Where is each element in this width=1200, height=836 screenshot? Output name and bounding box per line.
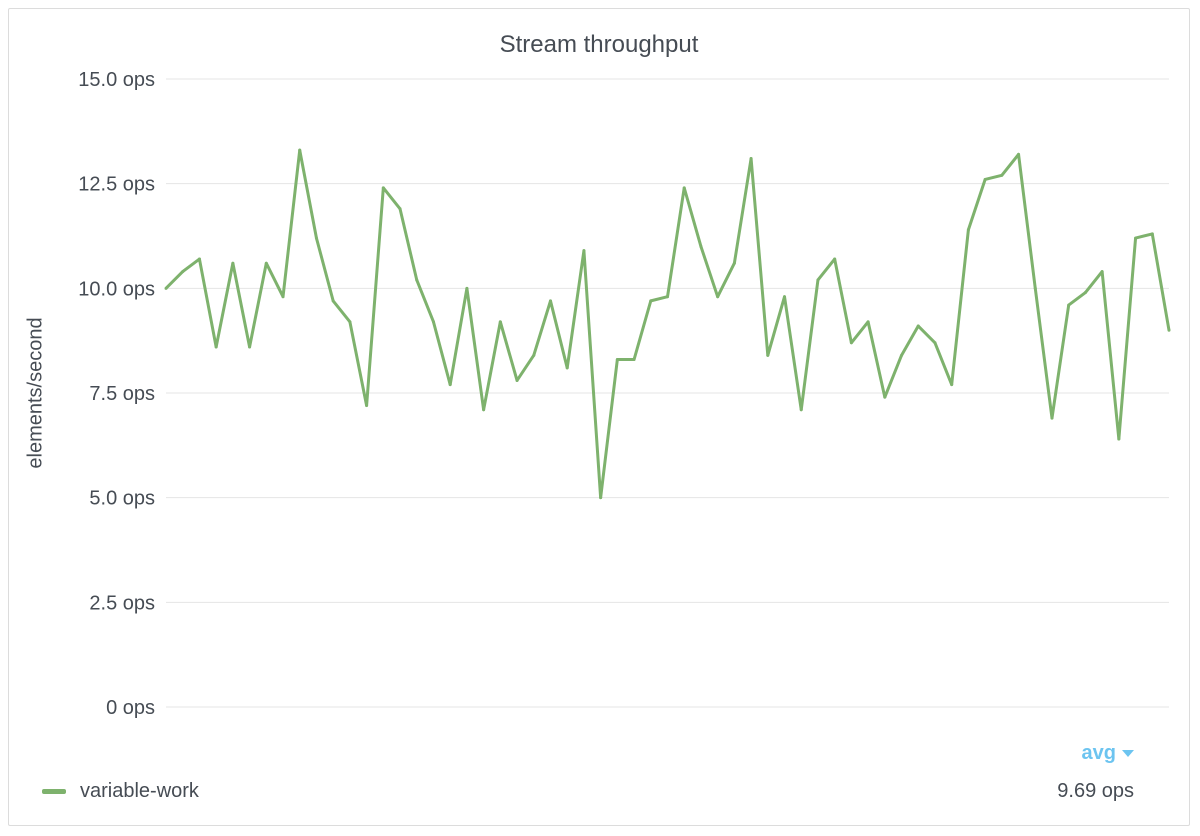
data-point xyxy=(599,496,603,500)
data-point xyxy=(916,324,920,328)
y-tick-label: 15.0 ops xyxy=(78,69,155,91)
data-point xyxy=(515,378,519,382)
data-point xyxy=(966,228,970,232)
data-point xyxy=(749,157,753,161)
legend-stat-label[interactable]: avg xyxy=(1081,742,1116,764)
legend-series-value: 9.69 ops xyxy=(1057,779,1134,802)
data-point xyxy=(983,177,987,181)
data-point xyxy=(1167,328,1171,332)
data-point xyxy=(465,286,469,290)
data-point xyxy=(1150,232,1154,236)
legend-series-name[interactable]: variable-work xyxy=(80,779,199,802)
data-point xyxy=(331,299,335,303)
data-point xyxy=(816,278,820,282)
legend-stat-dropdown[interactable]: avg xyxy=(1082,742,1134,765)
data-point xyxy=(632,358,636,362)
data-point xyxy=(381,186,385,190)
data-point xyxy=(482,408,486,412)
data-point xyxy=(431,320,435,324)
data-point xyxy=(950,383,954,387)
data-point xyxy=(933,341,937,345)
data-point xyxy=(415,278,419,282)
data-point xyxy=(1017,152,1021,156)
data-point xyxy=(799,408,803,412)
series-line-variable-work[interactable] xyxy=(164,148,1171,500)
panel-title: Stream throughput xyxy=(499,31,699,58)
data-point xyxy=(1083,291,1087,295)
data-point xyxy=(883,395,887,399)
data-point xyxy=(1000,173,1004,177)
data-point xyxy=(532,353,536,357)
data-point xyxy=(164,286,168,290)
data-point xyxy=(248,345,252,349)
data-point xyxy=(900,353,904,357)
y-tick-label: 5.0 ops xyxy=(89,488,155,510)
data-point xyxy=(231,261,235,265)
caret-down-icon[interactable] xyxy=(1122,750,1134,757)
y-tick-label: 12.5 ops xyxy=(78,174,155,196)
data-point xyxy=(833,257,837,261)
data-point xyxy=(849,341,853,345)
data-point xyxy=(214,345,218,349)
data-point xyxy=(1117,437,1121,441)
data-point xyxy=(1033,286,1037,290)
data-point xyxy=(448,383,452,387)
data-point xyxy=(716,295,720,299)
y-tick-label: 7.5 ops xyxy=(89,383,155,405)
data-point xyxy=(1134,236,1138,240)
data-point xyxy=(666,295,669,299)
data-point xyxy=(615,358,619,362)
data-point xyxy=(682,186,686,190)
data-point xyxy=(181,270,185,274)
y-tick-label: 10.0 ops xyxy=(78,278,155,300)
data-point xyxy=(365,404,369,408)
y-tick-label: 2.5 ops xyxy=(89,592,155,614)
data-point xyxy=(498,320,502,324)
data-point xyxy=(866,320,870,324)
data-point xyxy=(1067,303,1071,307)
data-point xyxy=(398,207,402,211)
data-point xyxy=(1050,416,1054,420)
y-tick-label: 0 ops xyxy=(106,697,155,719)
data-point xyxy=(565,366,569,370)
legend-item[interactable]: variable-work 9.69 ops xyxy=(42,776,1134,806)
data-point xyxy=(1100,270,1104,274)
data-point xyxy=(281,295,285,299)
data-point xyxy=(314,236,318,240)
legend-swatch xyxy=(42,788,66,794)
data-point xyxy=(197,257,201,261)
data-point xyxy=(548,299,552,303)
data-point xyxy=(732,261,736,265)
data-point xyxy=(783,295,787,299)
data-point xyxy=(766,353,770,357)
data-point xyxy=(264,261,268,265)
data-point xyxy=(348,320,352,324)
data-point xyxy=(699,244,703,248)
chart-panel: Stream throughput xyxy=(8,8,1190,826)
data-point xyxy=(582,249,586,253)
data-point xyxy=(298,148,302,152)
data-point xyxy=(649,299,653,303)
